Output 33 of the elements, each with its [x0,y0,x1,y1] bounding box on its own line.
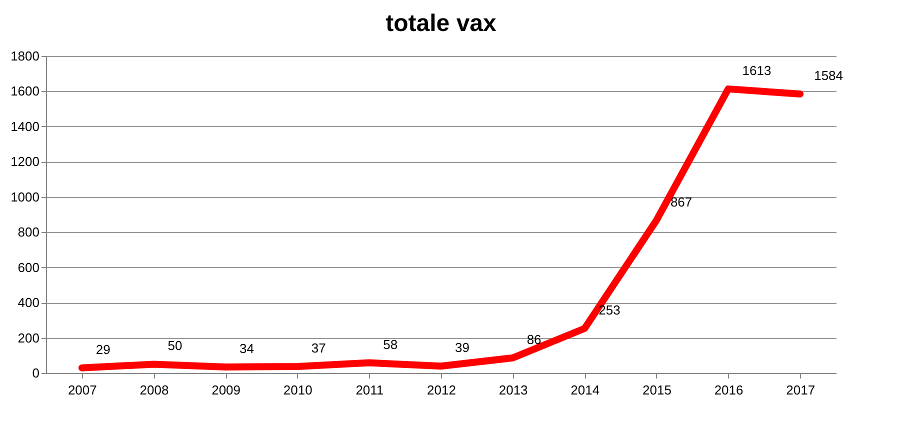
x-tick-label: 2008 [140,382,169,398]
x-tick-label: 2014 [570,382,600,398]
data-label: 58 [383,336,398,352]
y-tick-label: 1800 [10,48,40,64]
y-tick-label: 1600 [10,84,40,99]
data-label: 29 [96,342,110,357]
x-tick-label: 2007 [68,382,97,398]
data-label: 1613 [742,62,772,78]
data-label: 50 [168,338,182,354]
x-tick-label: 2016 [714,382,744,398]
data-label: 253 [598,302,620,318]
y-tick-label: 1400 [10,118,40,134]
y-tick-label: 0 [32,366,40,380]
data-label: 34 [240,341,254,356]
x-tick-label: 2017 [786,382,816,398]
x-tick-label: 2013 [498,382,528,398]
y-tick-label: 200 [18,330,40,346]
data-label: 86 [526,332,542,347]
x-tick-label: 2009 [212,382,241,398]
y-tick-label: 400 [18,295,40,310]
chart-title: totale vax [386,10,498,37]
x-tick-label: 2012 [427,382,456,398]
y-tick-label: 1200 [10,154,40,170]
data-label: 1584 [814,68,844,84]
data-label: 867 [670,194,692,210]
x-tick-label: 2015 [642,382,672,398]
data-label: 39 [455,340,470,356]
y-tick-label: 1000 [10,189,40,204]
x-tick-label: 2011 [356,382,384,398]
x-tick-label: 2010 [283,382,312,398]
y-tick-label: 800 [18,224,40,240]
y-tick-label: 600 [18,260,40,275]
data-label: 37 [311,340,326,356]
